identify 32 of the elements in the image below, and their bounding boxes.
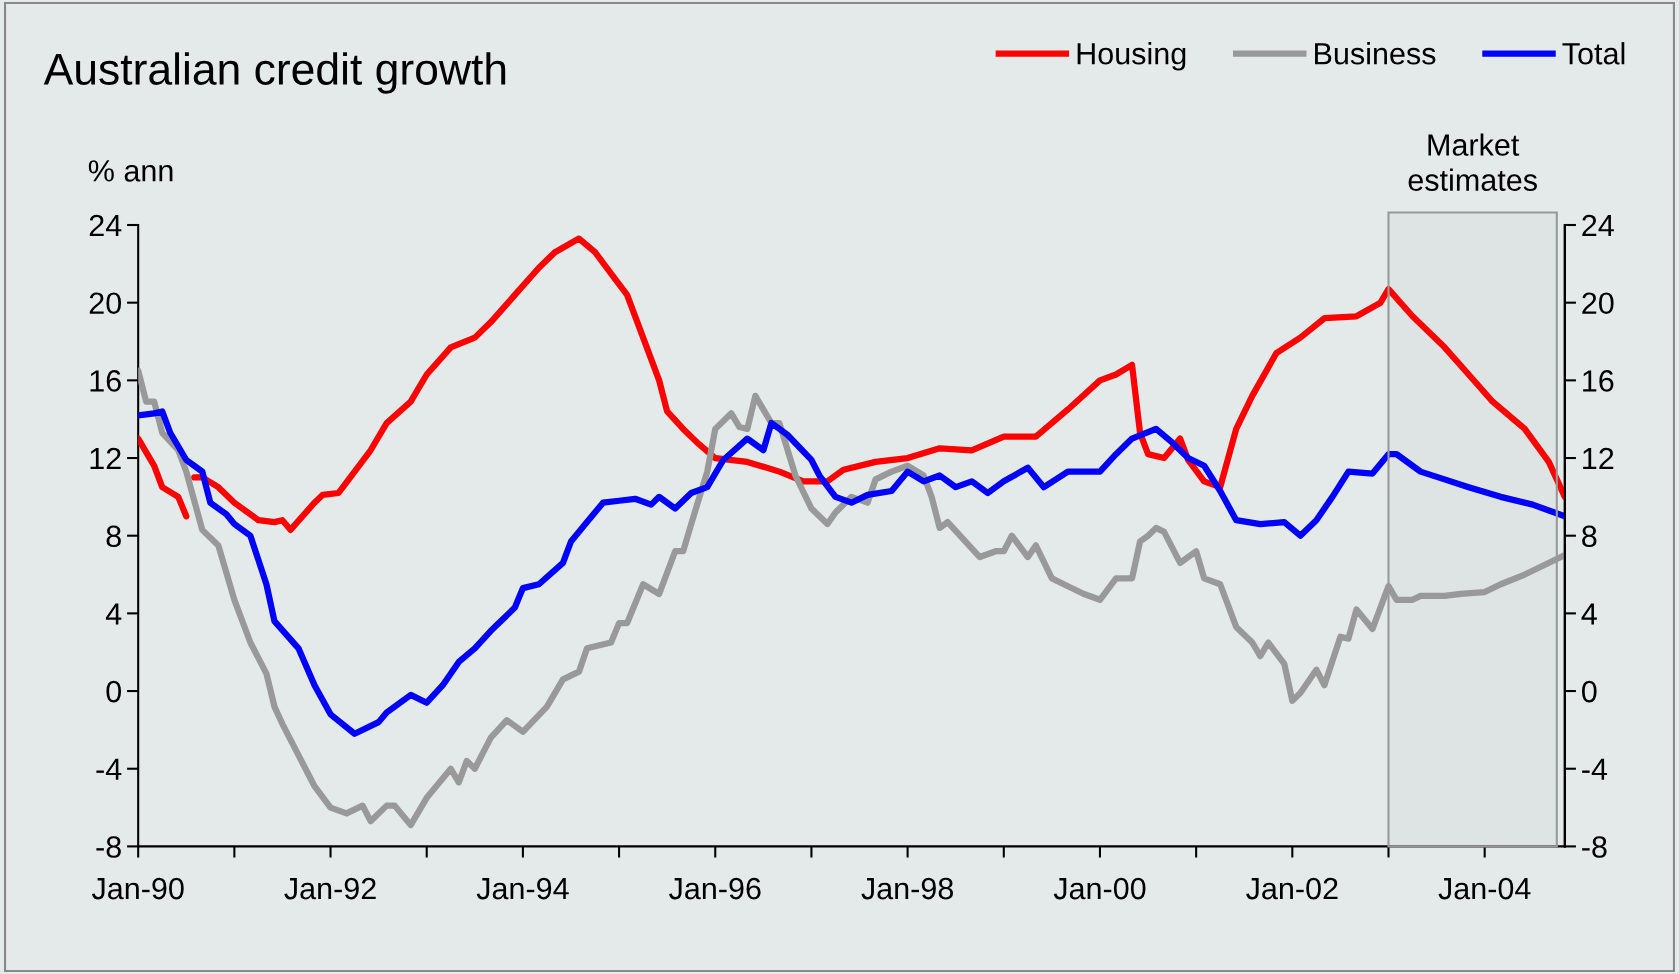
band-label: Market estimates <box>1408 133 1537 191</box>
x-tick-label: Jan-98 <box>861 877 953 900</box>
y2-tick-label: -4 <box>1582 758 1608 780</box>
y2-tick-label: 8 <box>1582 525 1597 548</box>
x-tick-label: Jan-94 <box>476 877 569 900</box>
y-tick-label: -8 <box>96 836 121 858</box>
y2-tick-label: -8 <box>1582 836 1607 858</box>
x-tick-label: Jan-96 <box>669 877 761 900</box>
y-tick-label: 16 <box>90 370 121 392</box>
y-tick-label: 8 <box>106 525 121 548</box>
y-axis-title: % ann <box>88 160 173 182</box>
y-tick-label: 12 <box>90 447 121 470</box>
x-tick-label: Jan-02 <box>1246 877 1338 900</box>
y-tick-label: 4 <box>105 603 122 625</box>
y2-tick-label: 4 <box>1581 603 1597 625</box>
y-tick-label: 20 <box>89 292 122 315</box>
legend-label: Total <box>1562 42 1625 65</box>
y2-tick-label: 24 <box>1582 214 1614 237</box>
y-tick-label: 0 <box>106 680 122 703</box>
legend-label: Business <box>1315 42 1436 65</box>
y-tick-label: 24 <box>89 214 122 237</box>
x-tick-label: Jan-90 <box>91 877 184 900</box>
y-tick-label: -4 <box>96 758 122 780</box>
chart-title: Australian credit growth <box>43 52 506 94</box>
legend-label: Housing <box>1077 42 1186 71</box>
x-tick-label: Jan-04 <box>1438 877 1531 900</box>
y2-tick-label: 16 <box>1583 370 1614 392</box>
y2-tick-label: 20 <box>1582 292 1614 315</box>
y2-tick-label: 0 <box>1581 680 1597 703</box>
y2-tick-label: 12 <box>1583 447 1614 470</box>
x-tick-label: Jan-92 <box>284 877 376 900</box>
x-tick-label: Jan-00 <box>1053 877 1146 900</box>
